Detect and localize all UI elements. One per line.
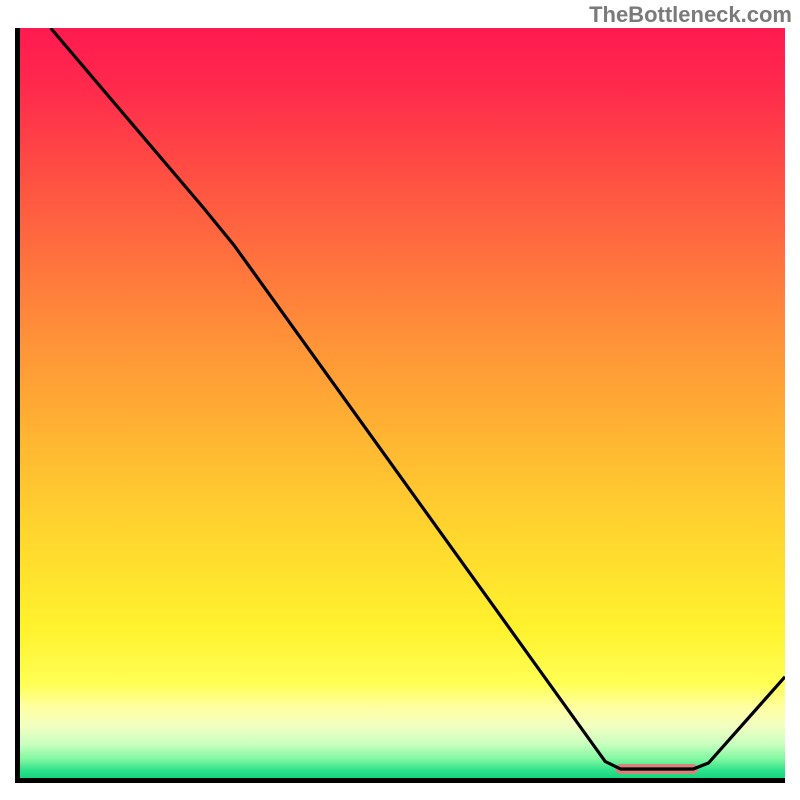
chart-container: TheBottleneck.com — [0, 0, 800, 800]
plot-svg — [20, 28, 785, 778]
gradient-background — [20, 28, 785, 778]
watermark-label: TheBottleneck.com — [589, 2, 792, 28]
plot-area — [15, 28, 785, 783]
